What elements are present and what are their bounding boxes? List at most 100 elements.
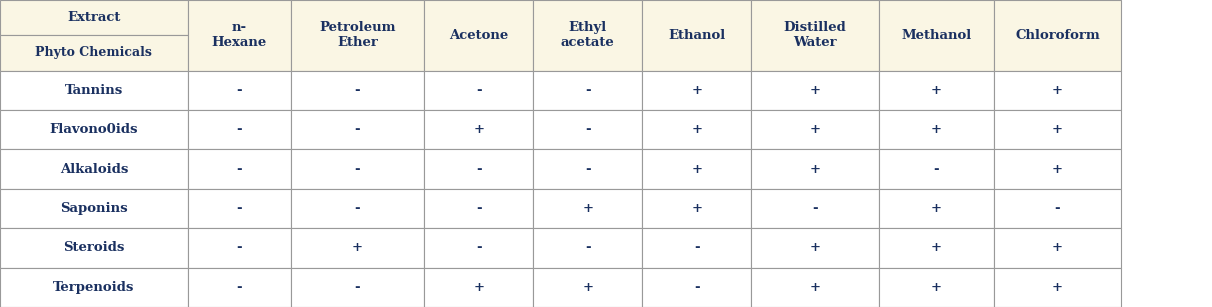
FancyBboxPatch shape xyxy=(291,110,424,150)
FancyBboxPatch shape xyxy=(994,228,1121,268)
Text: Alkaloids: Alkaloids xyxy=(59,163,128,176)
Text: Methanol: Methanol xyxy=(902,29,971,42)
Text: +: + xyxy=(691,163,703,176)
FancyBboxPatch shape xyxy=(291,228,424,268)
FancyBboxPatch shape xyxy=(424,0,533,71)
Text: +: + xyxy=(473,123,485,136)
Text: Petroleum
Ether: Petroleum Ether xyxy=(319,21,396,49)
FancyBboxPatch shape xyxy=(0,110,188,150)
FancyBboxPatch shape xyxy=(642,110,751,150)
Text: +: + xyxy=(931,241,942,255)
Text: -: - xyxy=(476,163,481,176)
FancyBboxPatch shape xyxy=(424,228,533,268)
Text: Phyto Chemicals: Phyto Chemicals xyxy=(35,46,153,60)
Text: -: - xyxy=(476,202,481,215)
FancyBboxPatch shape xyxy=(188,268,291,307)
Text: +: + xyxy=(691,123,703,136)
FancyBboxPatch shape xyxy=(424,268,533,307)
FancyBboxPatch shape xyxy=(994,150,1121,189)
Text: +: + xyxy=(810,84,821,97)
Text: -: - xyxy=(694,281,699,294)
FancyBboxPatch shape xyxy=(751,268,879,307)
Text: -: - xyxy=(476,241,481,255)
Text: Extract: Extract xyxy=(67,11,121,24)
Text: Steroids: Steroids xyxy=(63,241,125,255)
Text: -: - xyxy=(355,84,360,97)
FancyBboxPatch shape xyxy=(642,150,751,189)
FancyBboxPatch shape xyxy=(879,268,994,307)
FancyBboxPatch shape xyxy=(533,268,642,307)
FancyBboxPatch shape xyxy=(533,189,642,228)
FancyBboxPatch shape xyxy=(879,71,994,110)
FancyBboxPatch shape xyxy=(994,71,1121,110)
Text: +: + xyxy=(931,84,942,97)
FancyBboxPatch shape xyxy=(879,189,994,228)
FancyBboxPatch shape xyxy=(994,189,1121,228)
Text: +: + xyxy=(810,123,821,136)
Text: -: - xyxy=(236,202,242,215)
FancyBboxPatch shape xyxy=(751,71,879,110)
Text: Flavono0ids: Flavono0ids xyxy=(50,123,138,136)
Text: +: + xyxy=(691,202,703,215)
Text: +: + xyxy=(810,163,821,176)
FancyBboxPatch shape xyxy=(533,71,642,110)
FancyBboxPatch shape xyxy=(751,228,879,268)
FancyBboxPatch shape xyxy=(0,228,188,268)
Text: -: - xyxy=(355,123,360,136)
FancyBboxPatch shape xyxy=(879,110,994,150)
Text: Acetone: Acetone xyxy=(450,29,508,42)
FancyBboxPatch shape xyxy=(879,150,994,189)
FancyBboxPatch shape xyxy=(188,71,291,110)
Text: +: + xyxy=(1052,241,1063,255)
Text: +: + xyxy=(931,202,942,215)
FancyBboxPatch shape xyxy=(188,189,291,228)
Text: -: - xyxy=(355,281,360,294)
Text: -: - xyxy=(694,241,699,255)
Text: +: + xyxy=(1052,281,1063,294)
Text: Ethyl
acetate: Ethyl acetate xyxy=(561,21,614,49)
Text: -: - xyxy=(1054,202,1060,215)
FancyBboxPatch shape xyxy=(424,71,533,110)
Text: -: - xyxy=(355,202,360,215)
FancyBboxPatch shape xyxy=(533,228,642,268)
Text: +: + xyxy=(810,281,821,294)
FancyBboxPatch shape xyxy=(291,189,424,228)
FancyBboxPatch shape xyxy=(0,0,188,35)
Text: -: - xyxy=(585,241,590,255)
Text: +: + xyxy=(1052,123,1063,136)
Text: +: + xyxy=(1052,163,1063,176)
FancyBboxPatch shape xyxy=(188,0,291,71)
FancyBboxPatch shape xyxy=(994,268,1121,307)
Text: +: + xyxy=(1052,84,1063,97)
Text: Ethanol: Ethanol xyxy=(668,29,726,42)
FancyBboxPatch shape xyxy=(751,0,879,71)
FancyBboxPatch shape xyxy=(424,110,533,150)
Text: -: - xyxy=(236,241,242,255)
Text: -: - xyxy=(355,163,360,176)
Text: Distilled
Water: Distilled Water xyxy=(784,21,846,49)
FancyBboxPatch shape xyxy=(994,0,1121,71)
Text: +: + xyxy=(931,123,942,136)
FancyBboxPatch shape xyxy=(642,268,751,307)
FancyBboxPatch shape xyxy=(424,150,533,189)
Text: Tannins: Tannins xyxy=(64,84,124,97)
FancyBboxPatch shape xyxy=(188,110,291,150)
Text: -: - xyxy=(812,202,818,215)
FancyBboxPatch shape xyxy=(642,228,751,268)
Text: +: + xyxy=(810,241,821,255)
FancyBboxPatch shape xyxy=(642,0,751,71)
Text: Chloroform: Chloroform xyxy=(1016,29,1099,42)
FancyBboxPatch shape xyxy=(291,268,424,307)
FancyBboxPatch shape xyxy=(0,189,188,228)
FancyBboxPatch shape xyxy=(879,228,994,268)
Text: +: + xyxy=(931,281,942,294)
Text: -: - xyxy=(476,84,481,97)
FancyBboxPatch shape xyxy=(188,228,291,268)
FancyBboxPatch shape xyxy=(291,0,424,71)
Text: +: + xyxy=(691,84,703,97)
FancyBboxPatch shape xyxy=(994,110,1121,150)
Text: -: - xyxy=(933,163,939,176)
FancyBboxPatch shape xyxy=(291,71,424,110)
FancyBboxPatch shape xyxy=(188,150,291,189)
Text: Terpenoids: Terpenoids xyxy=(53,281,135,294)
